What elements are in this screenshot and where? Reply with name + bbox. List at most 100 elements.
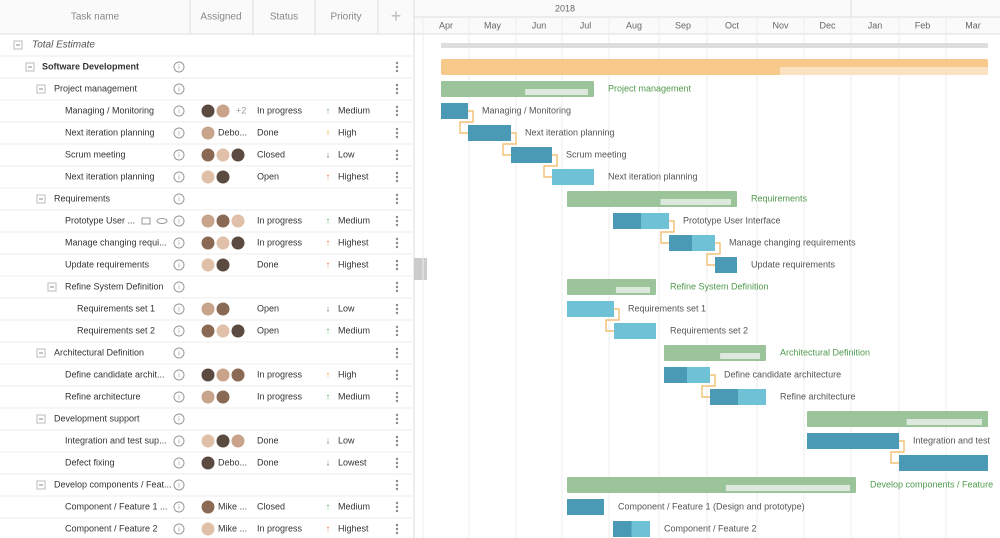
menu-dot[interactable] bbox=[395, 171, 399, 175]
task-name[interactable]: Define candidate archit... bbox=[65, 369, 165, 379]
menu-dot[interactable] bbox=[395, 417, 399, 421]
info-icon[interactable] bbox=[173, 347, 185, 359]
info-icon[interactable] bbox=[173, 61, 185, 73]
task-name[interactable]: Managing / Monitoring bbox=[65, 105, 154, 115]
info-icon[interactable] bbox=[173, 215, 185, 227]
task-name[interactable]: Component / Feature 1 ... bbox=[65, 501, 168, 511]
task-bar[interactable] bbox=[614, 323, 656, 339]
task-name[interactable]: Refine architecture bbox=[65, 391, 141, 401]
task-bar[interactable] bbox=[807, 433, 899, 449]
splitter-handle[interactable] bbox=[414, 258, 427, 280]
menu-dot[interactable] bbox=[395, 483, 399, 487]
task-bar[interactable] bbox=[511, 147, 552, 163]
menu-dot[interactable] bbox=[395, 413, 399, 417]
task-name[interactable]: Requirements set 2 bbox=[77, 325, 155, 335]
menu-dot[interactable] bbox=[395, 61, 399, 65]
add-column[interactable]: + bbox=[391, 6, 402, 26]
menu-dot[interactable] bbox=[395, 65, 399, 69]
info-icon[interactable] bbox=[173, 193, 185, 205]
menu-dot[interactable] bbox=[395, 263, 399, 267]
info-icon[interactable] bbox=[173, 259, 185, 271]
column-header[interactable]: Priority bbox=[330, 12, 361, 23]
task-name[interactable]: Development support bbox=[54, 413, 140, 423]
task-name[interactable]: Update requirements bbox=[65, 259, 150, 269]
menu-dot[interactable] bbox=[395, 527, 399, 531]
menu-dot[interactable] bbox=[395, 457, 399, 461]
menu-dot[interactable] bbox=[395, 113, 399, 117]
task-name[interactable]: Project management bbox=[54, 83, 138, 93]
menu-dot[interactable] bbox=[395, 215, 399, 219]
menu-dot[interactable] bbox=[395, 179, 399, 183]
task-name[interactable]: Architectural Definition bbox=[54, 347, 144, 357]
task-bar[interactable] bbox=[567, 301, 614, 317]
info-icon[interactable] bbox=[173, 171, 185, 183]
task-bar[interactable] bbox=[715, 257, 737, 273]
menu-dot[interactable] bbox=[395, 241, 399, 245]
menu-dot[interactable] bbox=[395, 197, 399, 201]
info-icon[interactable] bbox=[173, 369, 185, 381]
menu-dot[interactable] bbox=[395, 289, 399, 293]
menu-dot[interactable] bbox=[395, 399, 399, 403]
info-icon[interactable] bbox=[173, 303, 185, 315]
info-icon[interactable] bbox=[173, 435, 185, 447]
menu-dot[interactable] bbox=[395, 443, 399, 447]
info-icon[interactable] bbox=[173, 457, 185, 469]
menu-dot[interactable] bbox=[395, 223, 399, 227]
task-name[interactable]: Manage changing requi... bbox=[65, 237, 167, 247]
task-bar[interactable] bbox=[899, 455, 988, 471]
menu-dot[interactable] bbox=[395, 329, 399, 333]
menu-dot[interactable] bbox=[395, 311, 399, 315]
info-icon[interactable] bbox=[173, 149, 185, 161]
task-bar[interactable] bbox=[468, 125, 511, 141]
menu-dot[interactable] bbox=[395, 281, 399, 285]
task-name[interactable]: Component / Feature 2 bbox=[65, 523, 158, 533]
menu-dot[interactable] bbox=[395, 377, 399, 381]
menu-dot[interactable] bbox=[395, 355, 399, 359]
menu-dot[interactable] bbox=[395, 531, 399, 535]
task-name[interactable]: Next iteration planning bbox=[65, 127, 155, 137]
menu-dot[interactable] bbox=[395, 373, 399, 377]
menu-dot[interactable] bbox=[395, 153, 399, 157]
menu-dot[interactable] bbox=[395, 201, 399, 205]
task-name[interactable]: Requirements bbox=[54, 193, 111, 203]
menu-dot[interactable] bbox=[395, 157, 399, 161]
info-icon[interactable] bbox=[173, 281, 185, 293]
menu-dot[interactable] bbox=[395, 351, 399, 355]
menu-dot[interactable] bbox=[395, 461, 399, 465]
menu-dot[interactable] bbox=[395, 509, 399, 513]
menu-dot[interactable] bbox=[395, 69, 399, 73]
menu-dot[interactable] bbox=[395, 91, 399, 95]
task-name[interactable]: Develop components / Feat... bbox=[54, 479, 172, 489]
task-name[interactable]: Integration and test sup... bbox=[65, 435, 167, 445]
menu-dot[interactable] bbox=[395, 219, 399, 223]
menu-dot[interactable] bbox=[395, 501, 399, 505]
menu-dot[interactable] bbox=[395, 421, 399, 425]
menu-dot[interactable] bbox=[395, 149, 399, 153]
menu-dot[interactable] bbox=[395, 127, 399, 131]
menu-dot[interactable] bbox=[395, 285, 399, 289]
menu-dot[interactable] bbox=[395, 487, 399, 491]
task-name[interactable]: Total Estimate bbox=[32, 40, 95, 51]
menu-dot[interactable] bbox=[395, 439, 399, 443]
menu-dot[interactable] bbox=[395, 175, 399, 179]
info-icon[interactable] bbox=[173, 501, 185, 513]
task-name[interactable]: Scrum meeting bbox=[65, 149, 126, 159]
menu-dot[interactable] bbox=[395, 479, 399, 483]
menu-dot[interactable] bbox=[395, 395, 399, 399]
task-name[interactable]: Defect fixing bbox=[65, 457, 115, 467]
info-icon[interactable] bbox=[173, 325, 185, 337]
menu-dot[interactable] bbox=[395, 325, 399, 329]
menu-dot[interactable] bbox=[395, 193, 399, 197]
menu-dot[interactable] bbox=[395, 307, 399, 311]
info-icon[interactable] bbox=[173, 523, 185, 535]
menu-dot[interactable] bbox=[395, 135, 399, 139]
column-header[interactable]: Assigned bbox=[200, 12, 241, 23]
info-icon[interactable] bbox=[173, 105, 185, 117]
menu-dot[interactable] bbox=[395, 347, 399, 351]
menu-dot[interactable] bbox=[395, 237, 399, 241]
task-bar[interactable] bbox=[441, 103, 468, 119]
task-name[interactable]: Refine System Definition bbox=[65, 281, 164, 291]
menu-dot[interactable] bbox=[395, 105, 399, 109]
task-name[interactable]: Prototype User ... bbox=[65, 215, 135, 225]
info-icon[interactable] bbox=[173, 83, 185, 95]
